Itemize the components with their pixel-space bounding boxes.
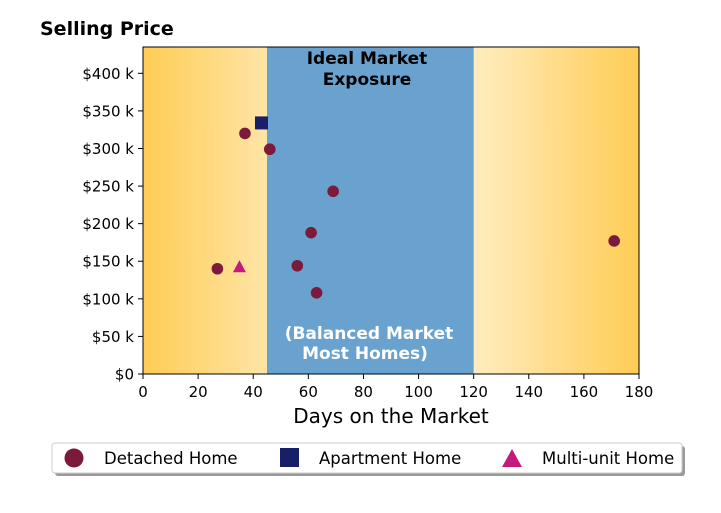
detached-home-point <box>305 226 317 239</box>
band-top-label-line-2: Exposure <box>323 70 412 90</box>
legend-apartment-home-marker <box>280 448 299 467</box>
band-top-label-line-1: Ideal Market <box>307 49 428 69</box>
x-tick-label: 40 <box>244 383 263 401</box>
band-bottom-label-line-2: Most Homes) <box>302 344 428 364</box>
detached-home-point <box>608 235 620 247</box>
detached-home-point <box>310 287 323 299</box>
x-tick-label: 120 <box>459 383 488 401</box>
x-tick-label: 0 <box>138 383 148 401</box>
y-tick-label: $50 k <box>92 328 134 346</box>
detached-home-point <box>291 259 304 272</box>
y-tick-label: $400 k <box>82 65 134 83</box>
legend-multi-unit-home-marker <box>502 449 522 467</box>
legend-apartment-home-label: Apartment Home <box>319 449 461 468</box>
y-tick-label: $250 k <box>82 178 134 196</box>
x-tick-label: 100 <box>404 383 433 401</box>
x-tick-label: 140 <box>514 383 543 401</box>
legend: Detached Home Apartment Home Multi-unit … <box>51 442 685 476</box>
x-tick-label: 180 <box>625 383 654 401</box>
ideal-market-band <box>267 47 474 374</box>
x-tick-label: 60 <box>299 383 318 401</box>
plot-frame <box>142 46 640 375</box>
x-axis-title: Days on the Market <box>293 404 489 428</box>
x-tick-label: 80 <box>354 383 373 401</box>
legend-multi-unit-home-label: Multi-unit Home <box>542 449 674 468</box>
multi-unit-home-point <box>232 260 246 273</box>
y-axis-ticks: $0 $50 k $100 k $150 k $200 k $250 k $300 k $35… <box>82 65 143 384</box>
detached-home-point <box>211 262 224 275</box>
detached-home-point <box>263 143 276 156</box>
detached-home-point <box>327 185 339 198</box>
apartment-home-point <box>254 116 268 130</box>
y-tick-label: $0 <box>115 366 134 384</box>
y-tick-label: $300 k <box>82 140 134 158</box>
y-tick-label: $100 k <box>82 290 134 308</box>
detached-home-point <box>239 127 251 140</box>
legend-box <box>51 442 683 474</box>
x-tick-label: 160 <box>570 383 599 401</box>
y-axis-title: Selling Price <box>40 18 174 40</box>
x-tick-label: 20 <box>189 383 208 401</box>
y-tick-label: $350 k <box>82 102 134 120</box>
legend-detached-home-label: Detached Home <box>104 449 238 468</box>
legend-detached-home-marker <box>64 448 84 468</box>
band-bottom-label-line-1: (Balanced Market <box>285 324 454 344</box>
y-tick-label: $200 k <box>82 215 134 233</box>
y-tick-label: $150 k <box>82 253 134 271</box>
data-points <box>211 116 620 299</box>
x-axis-ticks: 0 20 40 60 80 100 120 140 160 180 <box>138 374 653 401</box>
